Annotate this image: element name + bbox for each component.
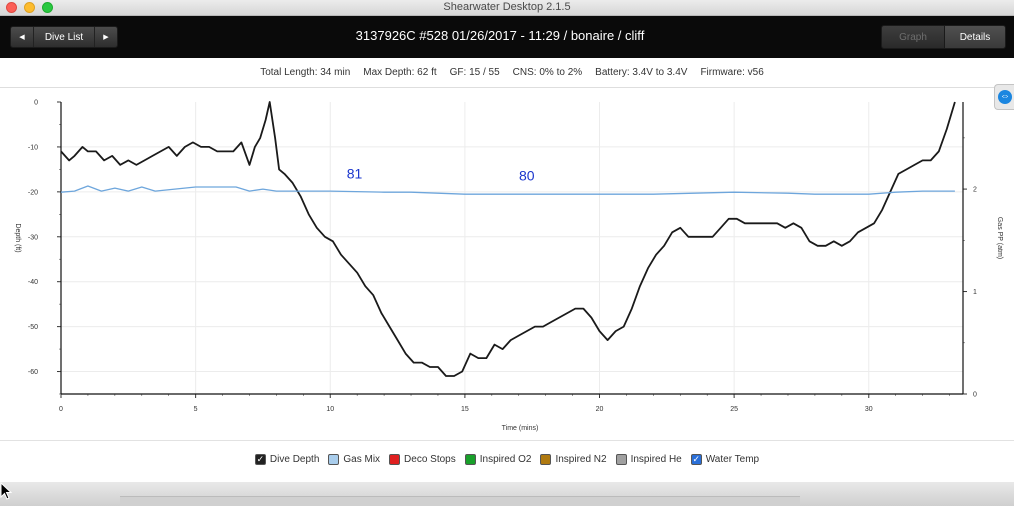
legend-item-inspired-n2[interactable]: Inspired N2 [540,454,607,465]
legend-checkbox[interactable] [464,454,476,465]
title-bar: Shearwater Desktop 2.1.5 [0,0,1014,16]
y-tick-label: -50 [28,324,38,331]
legend-item-inspired-o2[interactable]: Inspired O2 [464,454,532,465]
y-tick-label: 0 [34,100,38,107]
chart-svg: 0 5 10 15 20 25 30 0 -10 -20 -30 -40 -50 -60 0 1 2 Time (… [14,100,1003,433]
maximize-window-button[interactable] [42,2,53,13]
water-temp-label: 81 [347,165,363,181]
close-window-button[interactable] [6,2,17,13]
y-axis-title: Depth (ft) [14,223,21,252]
y-tick-label: -40 [28,279,38,286]
x-tick-label: 5 [194,406,198,413]
background-window [120,496,800,506]
side-panel-handle[interactable]: ⇔ [994,84,1014,110]
legend-label: Gas Mix [343,454,381,465]
legend-checkbox[interactable]: ✓ [254,454,266,465]
legend-label: Inspired He [630,454,682,465]
x-tick-label: 10 [326,406,334,413]
y-tick-label: -10 [28,144,38,151]
legend-label: Water Temp [705,454,760,465]
legend-checkbox[interactable]: ✓ [690,454,702,465]
dive-profile-chart: 0 5 10 15 20 25 30 0 -10 -20 -30 -40 -50 -60 0 1 2 Time (… [0,90,1014,440]
y2-axis-title: Gas PP (atm) [996,217,1003,259]
minimize-window-button[interactable] [24,2,35,13]
legend-item-inspired-he[interactable]: Inspired He [615,454,682,465]
x-tick-label: 0 [59,406,63,413]
y-tick-label: -30 [28,234,38,241]
legend-label: Inspired N2 [555,454,607,465]
total-length: Total Length: 34 min [260,67,351,78]
next-dive-button[interactable]: ▶ [103,34,109,41]
legend-checkbox[interactable] [540,454,552,465]
window-title: Shearwater Desktop 2.1.5 [443,1,571,13]
details-tab[interactable]: Details [944,26,1005,48]
legend-label: Dive Depth [269,454,320,465]
max-depth: Max Depth: 62 ft [363,67,437,78]
x-tick-label: 15 [461,406,469,413]
y2-tick-label: 0 [973,392,977,399]
dive-summary-bar: Total Length: 34 min Max Depth: 62 ft GF… [0,58,1014,88]
graph-tab[interactable]: Graph [882,26,944,48]
legend-item-gas-mix[interactable]: Gas Mix [328,454,380,465]
cns-value: CNS: 0% to 2% [512,67,583,78]
previous-dive-button[interactable]: ◀ [19,34,25,41]
view-toggle: Graph Details [881,25,1006,49]
gradient-factor: GF: 15 / 55 [449,67,500,78]
legend-checkbox[interactable] [389,454,401,465]
dive-depth-line [60,101,956,377]
legend-item-dive-depth[interactable]: ✓ Dive Depth [254,454,320,465]
legend-bar: ✓ Dive Depth Gas Mix Deco Stops Inspired O2 I… [0,440,1014,482]
y2-tick-label: 2 [973,187,977,194]
gas-mix-line [60,185,955,195]
x-axis-title: Time (mins) [502,425,539,432]
mouse-cursor-icon [0,482,12,500]
dive-list-nav: ◀ Dive List ▶ [10,26,118,48]
y-tick-label: -60 [28,369,38,376]
dive-list-button[interactable]: Dive List [33,27,95,47]
y-tick-label: -20 [28,189,38,196]
legend-checkbox[interactable] [328,454,340,465]
legend-checkbox[interactable] [615,454,627,465]
battery-value: Battery: 3.4V to 3.4V [595,67,688,78]
water-temp-label: 80 [519,168,535,184]
legend-item-deco-stops[interactable]: Deco Stops [389,454,456,465]
legend-label: Inspired O2 [479,454,532,465]
legend-label: Deco Stops [404,454,456,465]
toolbar: ◀ Dive List ▶ 3137926C #528 01/26/2017 -… [0,16,1014,58]
x-tick-label: 20 [596,406,604,413]
x-tick-label: 25 [730,406,738,413]
legend-item-water-temp[interactable]: ✓ Water Temp [690,454,760,465]
remote-support-icon[interactable]: ⇔ [998,90,1012,104]
firmware-version: Firmware: v56 [700,67,764,78]
series-legend: ✓ Dive Depth Gas Mix Deco Stops Inspired O2 I… [0,454,1014,465]
x-tick-label: 30 [865,406,873,413]
dive-title: 3137926C #528 01/26/2017 - 11:29 / bonai… [355,28,645,43]
y2-tick-label: 1 [973,289,977,296]
